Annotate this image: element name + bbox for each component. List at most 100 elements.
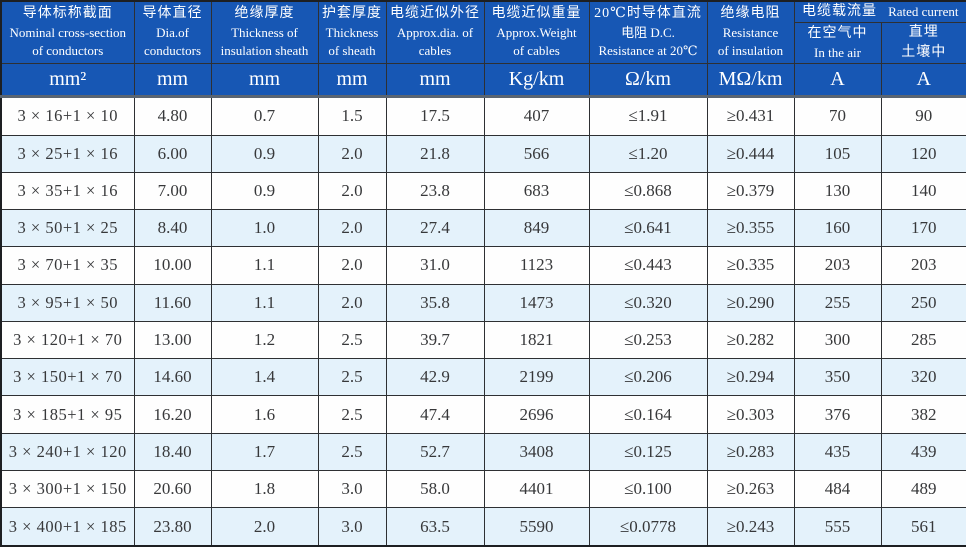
spec-cell: 3 × 185+1 × 95	[0, 395, 135, 434]
value-cell: 0.9	[210, 134, 319, 173]
value-cell: 1.7	[210, 432, 319, 471]
value-cell: 16.20	[133, 395, 212, 434]
value-cell: ≥0.303	[706, 395, 795, 434]
unit-cell-cross-section: mm²	[0, 62, 135, 98]
value-cell: 27.4	[385, 209, 485, 248]
value-cell: 350	[793, 358, 882, 397]
col-header-approx-diameter-zh: 电缆近似外径	[390, 6, 480, 22]
value-cell: ≤0.164	[588, 395, 708, 434]
value-cell: 300	[793, 320, 882, 360]
table-row: 3 × 185+1 × 95 16.20 1.6 2.5 47.4 2696 ≤0.164 ≥…	[0, 395, 966, 434]
col-header-diameter-en: Dia.of conductors	[143, 25, 202, 59]
value-cell: 35.8	[385, 283, 485, 322]
value-cell: 561	[880, 507, 966, 547]
value-cell: 18.40	[133, 432, 212, 471]
value-cell: 6.00	[133, 134, 212, 173]
value-cell: 2.5	[317, 395, 387, 434]
value-cell: 2.5	[317, 320, 387, 360]
unit-cell-sheath-thickness: mm	[317, 62, 387, 98]
value-cell: ≤0.868	[588, 171, 708, 211]
col-header-insulation-thickness: 绝缘厚度 Thickness of insulation sheath	[210, 0, 319, 64]
col-header-sheath-thickness: 护套厚度 Thickness of sheath	[317, 0, 387, 64]
value-cell: ≥0.294	[706, 358, 795, 397]
value-cell: 1.2	[210, 320, 319, 360]
col-header-cross-section-en: Nominal cross-section of conductors	[9, 25, 127, 59]
col-header-sheath-thickness-en: Thickness of sheath	[325, 25, 379, 59]
value-cell: 14.60	[133, 358, 212, 397]
unit-cell-insulation-thickness: mm	[210, 62, 319, 98]
spec-cell: 3 × 50+1 × 25	[0, 209, 135, 248]
col-header-approx-weight: 电缆近似重量 Approx.Weight of cables	[483, 0, 590, 64]
spec-cell: 3 × 70+1 × 35	[0, 246, 135, 285]
unit-cell-approx-diameter: mm	[385, 62, 485, 98]
value-cell: 20.60	[133, 469, 212, 509]
value-cell: 1.1	[210, 283, 319, 322]
value-cell: 683	[483, 171, 590, 211]
value-cell: 285	[880, 320, 966, 360]
value-cell: 130	[793, 171, 882, 211]
value-cell: 1.5	[317, 95, 387, 136]
value-cell: 376	[793, 395, 882, 434]
col-header-buried-zh2: 土壤中	[901, 44, 947, 60]
value-cell: ≥0.283	[706, 432, 795, 471]
value-cell: 47.4	[385, 395, 485, 434]
value-cell: 10.00	[133, 246, 212, 285]
value-cell: 2.0	[317, 209, 387, 248]
table-row: 3 × 150+1 × 70 14.60 1.4 2.5 42.9 2199 ≤0.206 ≥…	[0, 358, 966, 397]
value-cell: 1.6	[210, 395, 319, 434]
table-row: 3 × 95+1 × 50 11.60 1.1 2.0 35.8 1473 ≤0.320 ≥0…	[0, 283, 966, 322]
col-header-in-air-zh: 在空气中	[807, 25, 868, 41]
value-cell: 407	[483, 95, 590, 136]
value-cell: 2.0	[210, 507, 319, 547]
value-cell: 250	[880, 283, 966, 322]
col-header-cross-section: 导体标称截面 Nominal cross-section of conducto…	[0, 0, 135, 64]
value-cell: 2.5	[317, 432, 387, 471]
spec-cell: 3 × 95+1 × 50	[0, 283, 135, 322]
value-cell: 1.4	[210, 358, 319, 397]
unit-cell-buried: A	[880, 62, 966, 98]
col-header-dc-resistance-en: 电阻 D.C. Resistance at 20℃	[598, 25, 698, 59]
value-cell: 52.7	[385, 432, 485, 471]
spec-cell: 3 × 400+1 × 185	[0, 507, 135, 547]
value-cell: ≤0.206	[588, 358, 708, 397]
table-body: 3 × 16+1 × 10 4.80 0.7 1.5 17.5 407 ≤1.91 ≥0.43…	[0, 95, 966, 547]
col-header-diameter-zh: 导体直径	[142, 6, 203, 22]
value-cell: ≥0.355	[706, 209, 795, 248]
value-cell: 140	[880, 171, 966, 211]
value-cell: 1.0	[210, 209, 319, 248]
value-cell: 70	[793, 95, 882, 136]
value-cell: 42.9	[385, 358, 485, 397]
table-row: 3 × 300+1 × 150 20.60 1.8 3.0 58.0 4401 ≤0.100…	[0, 469, 966, 509]
col-header-buried-zh: 直埋	[908, 24, 939, 40]
value-cell: 382	[880, 395, 966, 434]
col-header-approx-diameter-en: Approx.dia. of cables	[396, 25, 474, 59]
col-header-in-air-en: In the air	[814, 44, 861, 60]
value-cell: 1821	[483, 320, 590, 360]
value-cell: ≥0.335	[706, 246, 795, 285]
unit-cell-approx-weight: Kg/km	[483, 62, 590, 98]
col-header-insulation-resistance-en: Resistance of insulation	[717, 25, 784, 59]
value-cell: 484	[793, 469, 882, 509]
table-row: 3 × 240+1 × 120 18.40 1.7 2.5 52.7 3408 ≤0.125…	[0, 432, 966, 471]
value-cell: 0.7	[210, 95, 319, 136]
spec-cell: 3 × 240+1 × 120	[0, 432, 135, 471]
value-cell: 90	[880, 95, 966, 136]
col-header-approx-weight-zh: 电缆近似重量	[491, 6, 582, 22]
value-cell: 11.60	[133, 283, 212, 322]
col-header-dc-resistance-zh: 20℃时导体直流	[594, 6, 702, 22]
col-header-in-air: 在空气中 In the air	[793, 21, 882, 64]
col-header-approx-diameter: 电缆近似外径 Approx.dia. of cables	[385, 0, 485, 64]
value-cell: 1123	[483, 246, 590, 285]
value-cell: 2.0	[317, 246, 387, 285]
col-header-approx-weight-en: Approx.Weight of cables	[496, 25, 577, 59]
value-cell: 58.0	[385, 469, 485, 509]
value-cell: 849	[483, 209, 590, 248]
col-header-insulation-resistance-zh: 绝缘电阻	[720, 6, 781, 22]
rated-current-group-en: Rated current	[888, 4, 959, 20]
value-cell: 21.8	[385, 134, 485, 173]
col-header-insulation-resistance: 绝缘电阻 Resistance of insulation	[706, 0, 795, 64]
value-cell: ≤0.641	[588, 209, 708, 248]
value-cell: 1473	[483, 283, 590, 322]
value-cell: ≤0.0778	[588, 507, 708, 547]
value-cell: 23.8	[385, 171, 485, 211]
